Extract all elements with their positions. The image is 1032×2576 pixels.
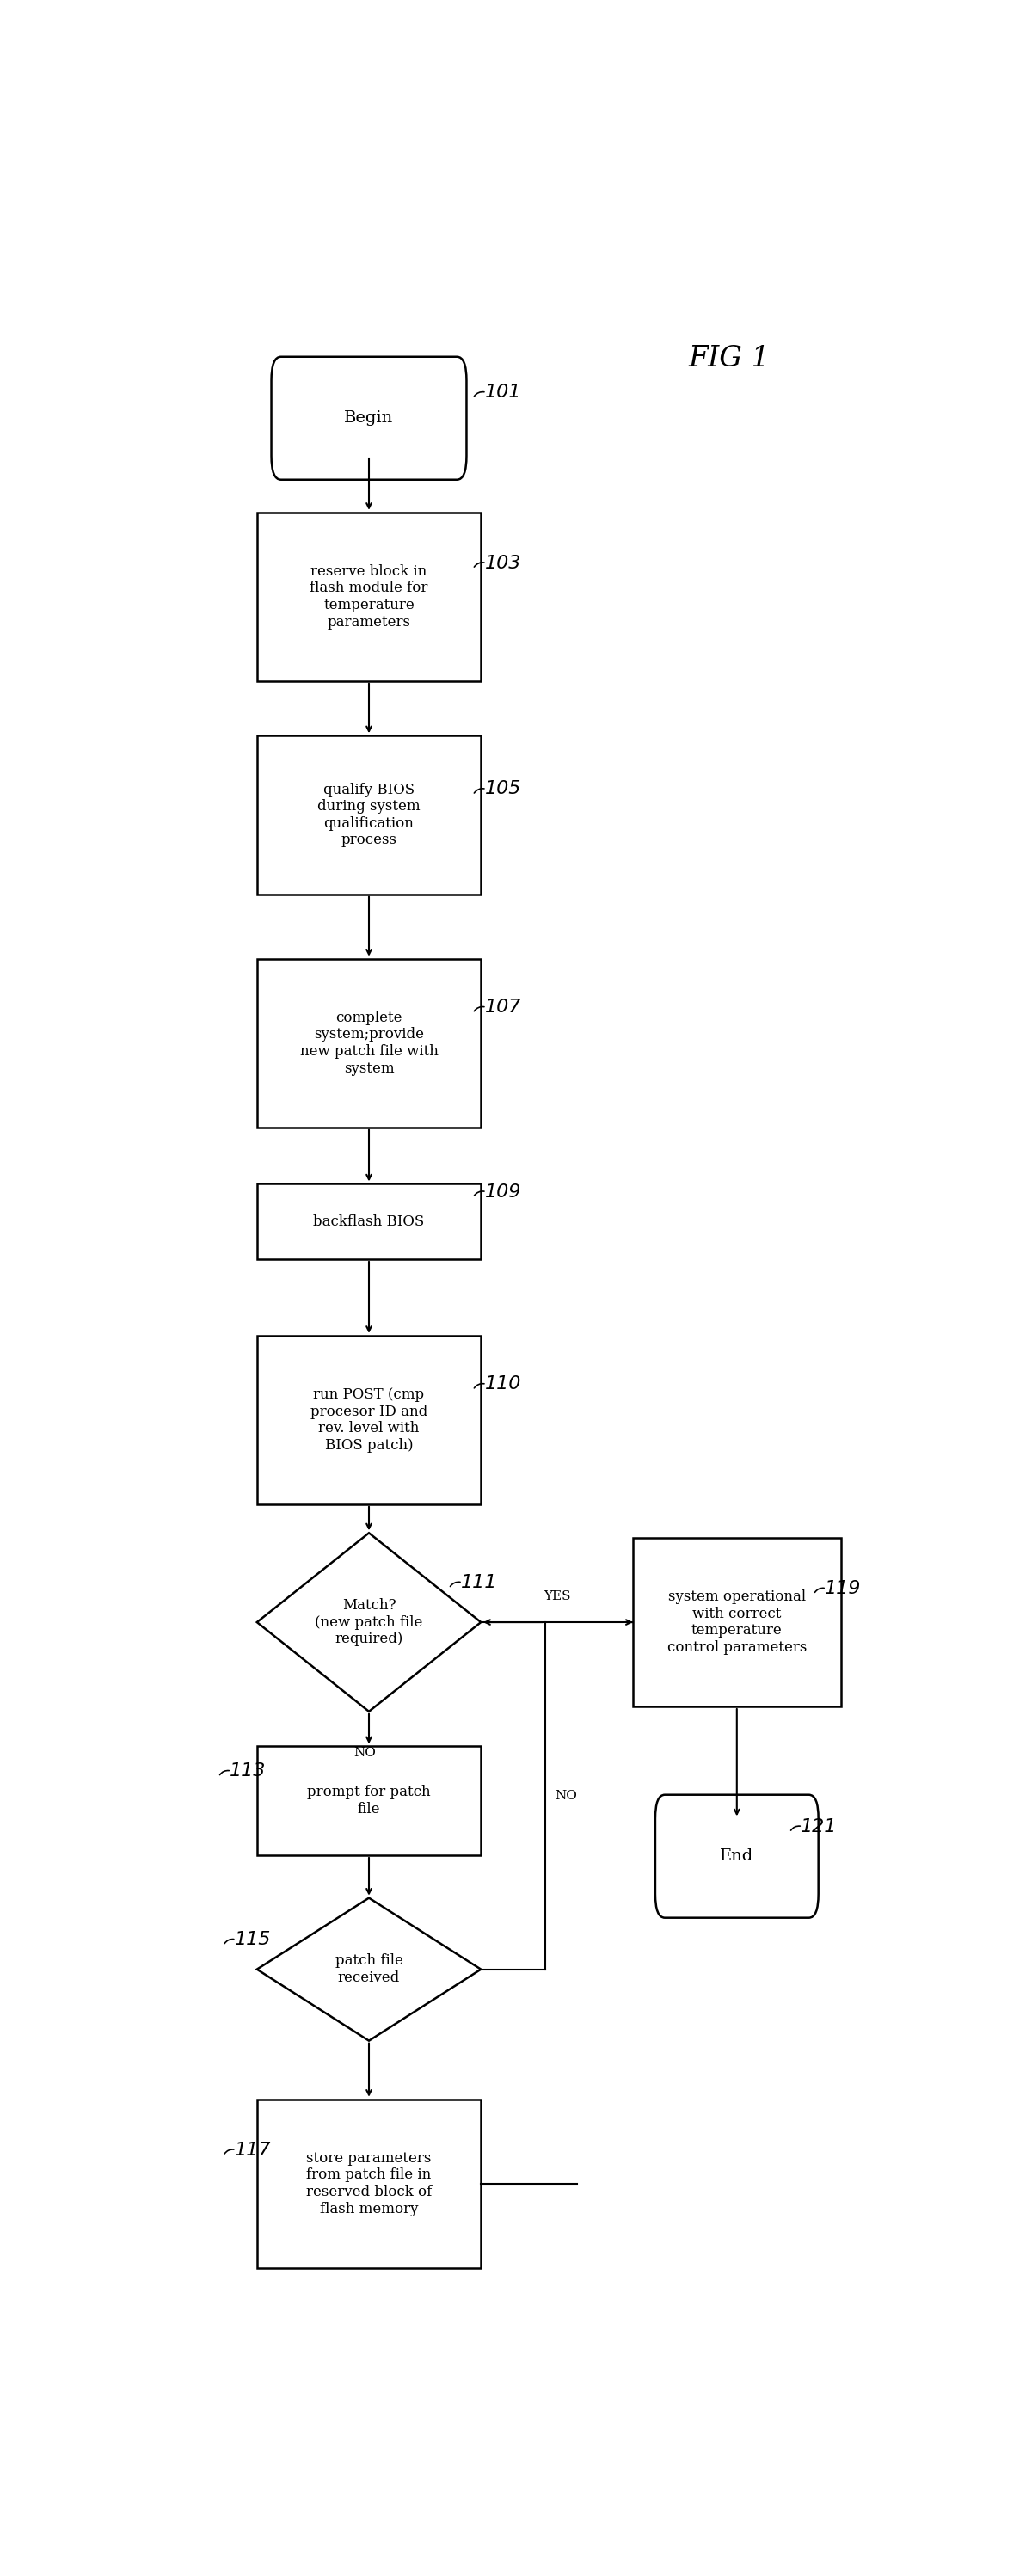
- Text: 117: 117: [234, 2141, 271, 2159]
- Text: 101: 101: [485, 384, 521, 402]
- Text: run POST (cmp
procesor ID and
rev. level with
BIOS patch): run POST (cmp procesor ID and rev. level…: [311, 1388, 427, 1453]
- Text: 113: 113: [230, 1762, 266, 1780]
- Bar: [257, 513, 481, 680]
- Text: End: End: [720, 1850, 753, 1865]
- Text: Begin: Begin: [345, 410, 393, 425]
- Text: qualify BIOS
during system
qualification
process: qualify BIOS during system qualification…: [318, 783, 420, 848]
- Bar: [257, 2099, 481, 2267]
- Text: YES: YES: [543, 1589, 571, 1602]
- Text: 107: 107: [485, 999, 521, 1015]
- Text: system operational
with correct
temperature
control parameters: system operational with correct temperat…: [667, 1589, 807, 1654]
- Text: 105: 105: [485, 781, 521, 799]
- Text: patch file
received: patch file received: [335, 1953, 402, 1986]
- Text: 115: 115: [234, 1932, 271, 1947]
- Text: 111: 111: [461, 1574, 497, 1592]
- Bar: [257, 1334, 481, 1504]
- Polygon shape: [257, 1533, 481, 1710]
- Bar: [257, 1747, 481, 1855]
- Text: NO: NO: [554, 1790, 577, 1801]
- Text: backflash BIOS: backflash BIOS: [314, 1213, 424, 1229]
- Bar: [633, 1538, 841, 1705]
- Text: NO: NO: [354, 1747, 376, 1759]
- Text: reserve block in
flash module for
temperature
parameters: reserve block in flash module for temper…: [310, 564, 428, 629]
- Text: 119: 119: [825, 1579, 862, 1597]
- Text: Match?
(new patch file
required): Match? (new patch file required): [315, 1597, 423, 1646]
- Text: 103: 103: [485, 554, 521, 572]
- Text: 109: 109: [485, 1182, 521, 1200]
- Text: 121: 121: [801, 1819, 837, 1834]
- Bar: [257, 958, 481, 1128]
- Bar: [257, 1185, 481, 1260]
- FancyBboxPatch shape: [655, 1795, 818, 1917]
- Text: FIG 1: FIG 1: [688, 345, 770, 374]
- Text: complete
system;provide
new patch file with
system: complete system;provide new patch file w…: [299, 1010, 439, 1077]
- Text: store parameters
from patch file in
reserved block of
flash memory: store parameters from patch file in rese…: [307, 2151, 431, 2215]
- FancyBboxPatch shape: [271, 355, 466, 479]
- Text: prompt for patch
file: prompt for patch file: [308, 1785, 430, 1816]
- Bar: [257, 737, 481, 894]
- Polygon shape: [257, 1899, 481, 2040]
- Text: 110: 110: [485, 1376, 521, 1394]
